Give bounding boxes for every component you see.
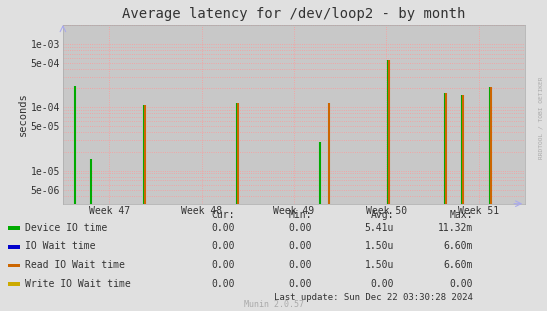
Text: 0.00: 0.00 — [212, 279, 235, 289]
Text: 6.60m: 6.60m — [444, 260, 473, 270]
Text: Avg:: Avg: — [370, 210, 394, 220]
Text: Max:: Max: — [450, 210, 473, 220]
Text: 0.00: 0.00 — [288, 241, 312, 251]
Text: 0.00: 0.00 — [450, 279, 473, 289]
Text: Read IO Wait time: Read IO Wait time — [25, 260, 125, 270]
Text: 0.00: 0.00 — [288, 223, 312, 233]
Text: 5.41u: 5.41u — [364, 223, 394, 233]
Text: 0.00: 0.00 — [288, 260, 312, 270]
Text: 0.00: 0.00 — [212, 241, 235, 251]
Text: 11.32m: 11.32m — [438, 223, 473, 233]
Text: RRDTOOL / TOBI OETIKER: RRDTOOL / TOBI OETIKER — [538, 77, 543, 160]
Text: Write IO Wait time: Write IO Wait time — [25, 279, 130, 289]
Text: 6.60m: 6.60m — [444, 241, 473, 251]
Text: Device IO time: Device IO time — [25, 223, 107, 233]
Text: Last update: Sun Dec 22 03:30:28 2024: Last update: Sun Dec 22 03:30:28 2024 — [274, 293, 473, 302]
Text: 1.50u: 1.50u — [364, 260, 394, 270]
Text: Min:: Min: — [288, 210, 312, 220]
Text: 0.00: 0.00 — [370, 279, 394, 289]
Text: 0.00: 0.00 — [212, 223, 235, 233]
Text: Munin 2.0.57: Munin 2.0.57 — [243, 300, 304, 309]
Title: Average latency for /dev/loop2 - by month: Average latency for /dev/loop2 - by mont… — [123, 7, 465, 21]
Text: IO Wait time: IO Wait time — [25, 241, 95, 251]
Text: 0.00: 0.00 — [288, 279, 312, 289]
Text: 1.50u: 1.50u — [364, 241, 394, 251]
Text: Cur:: Cur: — [212, 210, 235, 220]
Text: 0.00: 0.00 — [212, 260, 235, 270]
Y-axis label: seconds: seconds — [18, 92, 28, 136]
